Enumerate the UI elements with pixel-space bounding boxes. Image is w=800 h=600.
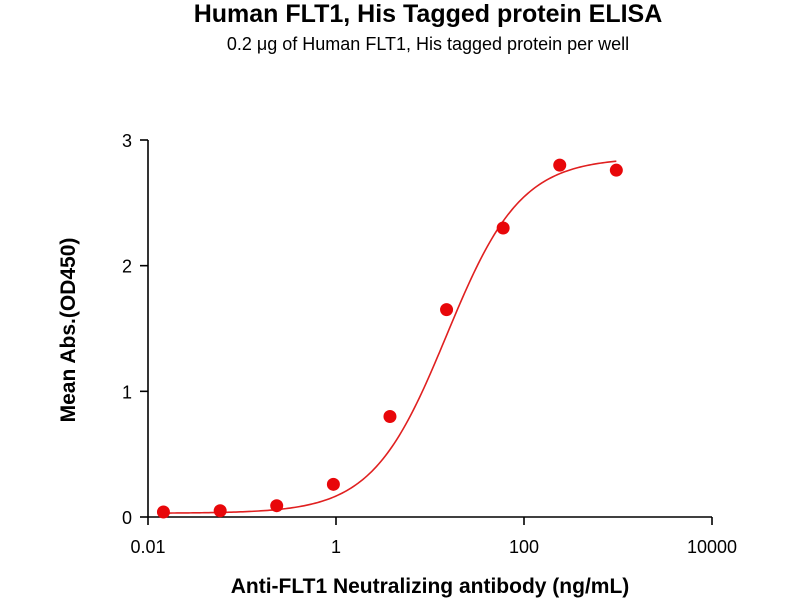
chart-title: Human FLT1, His Tagged protein ELISA: [193, 0, 663, 28]
axes: [147, 140, 712, 518]
fit-curve: [163, 160, 617, 514]
x-tick-label: 1: [331, 537, 341, 557]
data-point: [553, 158, 567, 172]
x-tick-label: 10000: [687, 537, 737, 557]
y-ticks: 0 1 2 3: [122, 131, 148, 528]
data-point: [213, 504, 227, 518]
data-point: [609, 163, 623, 177]
data-point: [496, 221, 510, 235]
data-points: [156, 158, 623, 519]
x-tick-label: 100: [509, 537, 539, 557]
data-point: [326, 477, 340, 491]
data-point: [440, 303, 454, 317]
data-point: [383, 409, 397, 423]
y-tick-label: 2: [122, 257, 132, 277]
data-point: [270, 499, 284, 513]
y-tick-label: 0: [122, 508, 132, 528]
y-axis-title: Mean Abs.(OD450): [57, 238, 80, 423]
x-tick-label: 0.01: [130, 537, 165, 557]
x-axis-title: Anti-FLT1 Neutralizing antibody (ng/mL): [231, 575, 630, 598]
y-tick-label: 1: [122, 382, 132, 402]
x-ticks: 0.01 1 100 10000: [130, 517, 737, 557]
chart-subtitle: 0.2 μg of Human FLT1, His tagged protein…: [226, 34, 630, 54]
data-point: [156, 505, 170, 519]
y-tick-label: 3: [122, 131, 132, 151]
